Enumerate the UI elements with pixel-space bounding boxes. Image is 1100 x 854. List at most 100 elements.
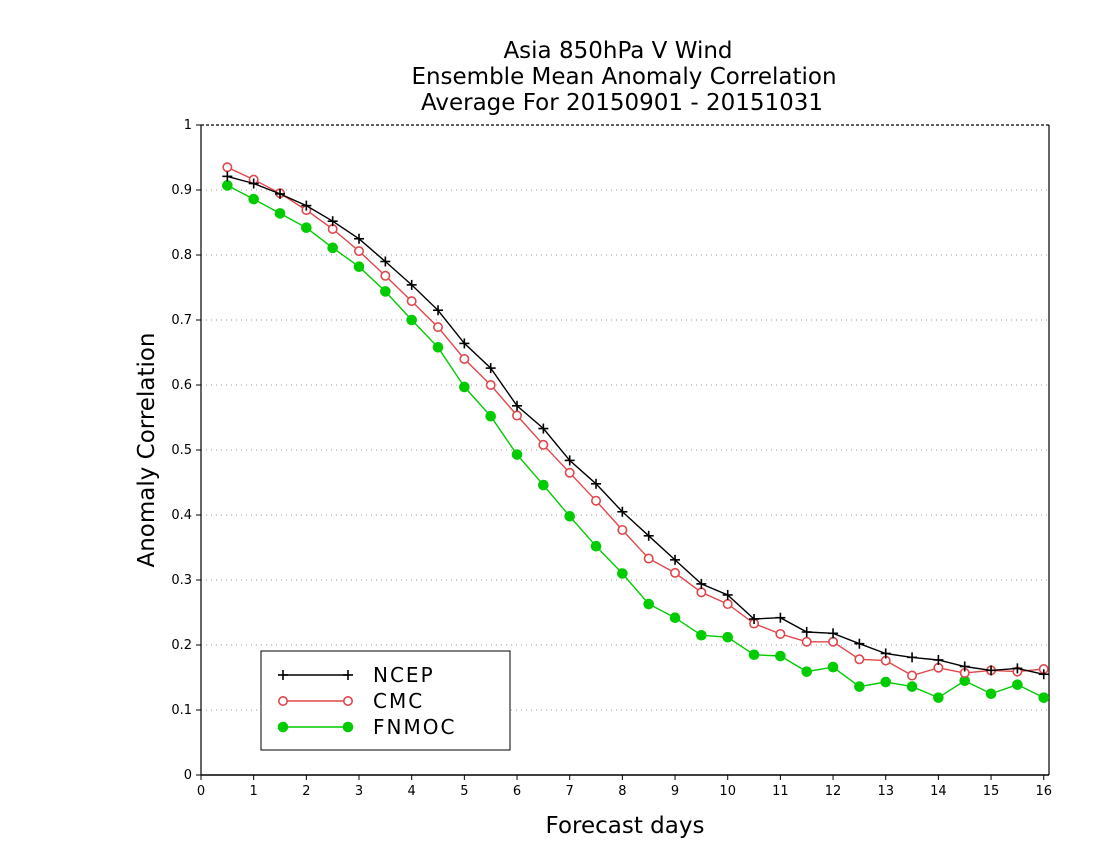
y-tick-label: 0 <box>184 768 192 783</box>
data-point-fnmoc <box>985 688 997 700</box>
data-point-ncep <box>433 305 444 316</box>
data-point-fnmoc <box>380 286 391 297</box>
x-tick-label: 11 <box>772 784 789 799</box>
data-point-fnmoc <box>827 661 839 673</box>
data-point-ncep <box>959 661 970 672</box>
data-point-ncep <box>617 506 628 517</box>
data-point-fnmoc <box>775 650 786 662</box>
data-point-fnmoc <box>406 314 417 326</box>
x-tick-label: 2 <box>302 784 310 799</box>
x-tick-label: 12 <box>825 784 842 799</box>
data-point-ncep <box>933 654 944 665</box>
legend-label-cmc: CMC <box>373 689 424 713</box>
x-tick-label: 0 <box>197 784 205 799</box>
x-tick-label: 10 <box>719 784 736 799</box>
x-tick-label: 4 <box>408 784 416 799</box>
data-point-ncep <box>354 233 365 244</box>
x-tick-label: 15 <box>983 784 1000 799</box>
y-tick-label: 0.5 <box>171 443 192 458</box>
data-point-cmc <box>222 162 233 173</box>
title-line-3: Average For 20150901 - 20151031 <box>421 90 823 116</box>
data-point-fnmoc <box>696 629 707 641</box>
legend-entry-fnmoc: FNMOC <box>277 715 456 739</box>
data-point-cmc <box>380 270 391 281</box>
data-point-ncep <box>380 256 391 267</box>
data-point-cmc <box>354 246 365 257</box>
series-line-fnmoc <box>226 184 1045 699</box>
data-point-ncep <box>880 648 891 659</box>
y-tick-label: 0.7 <box>171 313 192 328</box>
data-point-fnmoc <box>459 381 470 393</box>
chart-title: Asia 850hPa V Wind Ensemble Mean Anomaly… <box>411 38 836 116</box>
x-tick-label: 5 <box>460 784 468 799</box>
data-point-fnmoc <box>222 180 233 191</box>
x-tick-label: 13 <box>877 784 894 799</box>
data-point-cmc <box>643 553 654 564</box>
data-point-cmc <box>854 654 865 665</box>
legend-entry-ncep: NCEP <box>278 663 433 687</box>
data-point-ncep <box>749 614 760 624</box>
data-point-cmc <box>459 353 470 364</box>
y-tick-label: 0.2 <box>171 638 192 653</box>
data-point-cmc <box>564 467 575 478</box>
data-point-fnmoc <box>906 681 918 692</box>
data-point-ncep <box>1038 669 1049 680</box>
data-point-fnmoc <box>669 612 681 624</box>
series-lines <box>222 162 1050 703</box>
data-point-fnmoc <box>353 261 365 273</box>
data-point-cmc <box>801 636 812 647</box>
series-cmc <box>222 162 1049 681</box>
data-point-ncep <box>459 338 470 349</box>
data-point-fnmoc <box>327 242 338 254</box>
data-point-cmc <box>406 296 417 307</box>
series-fnmoc <box>222 180 1050 703</box>
data-point-fnmoc <box>1012 679 1023 690</box>
data-point-cmc <box>617 524 628 535</box>
series-ncep <box>222 171 1049 680</box>
data-point-fnmoc <box>801 666 813 677</box>
x-tick-label: 3 <box>355 784 363 799</box>
legend-marker-cmc <box>277 695 288 706</box>
legend-marker-cmc <box>342 695 353 706</box>
data-point-cmc <box>433 322 444 333</box>
data-point-ncep <box>775 612 786 623</box>
data-point-fnmoc <box>248 193 259 205</box>
y-tick-label: 0.4 <box>171 508 192 523</box>
data-point-cmc <box>907 670 918 681</box>
data-point-fnmoc <box>432 342 444 353</box>
data-point-ncep <box>722 589 733 600</box>
y-axis-label: Anomaly Correlation <box>134 332 160 567</box>
legend-marker-ncep <box>343 670 353 680</box>
x-axis-label: Forecast days <box>546 813 705 839</box>
data-point-ncep <box>643 530 654 541</box>
data-point-fnmoc <box>933 692 944 703</box>
y-tick-label: 0.8 <box>171 248 192 263</box>
series-line-cmc <box>227 166 1044 677</box>
x-tick-label: 16 <box>1035 784 1052 799</box>
data-point-cmc <box>512 410 523 421</box>
data-point-cmc <box>538 439 549 450</box>
data-point-cmc <box>591 495 602 506</box>
data-point-ncep <box>801 627 812 637</box>
data-point-cmc <box>828 636 839 647</box>
data-point-fnmoc <box>1038 692 1050 703</box>
data-point-ncep <box>485 363 496 374</box>
data-point-ncep <box>301 200 312 211</box>
data-point-fnmoc <box>643 598 655 610</box>
data-point-ncep <box>564 455 575 466</box>
data-point-ncep <box>275 188 286 199</box>
data-point-fnmoc <box>485 410 496 422</box>
data-point-ncep <box>696 578 707 589</box>
y-tick-label: 0.3 <box>171 573 192 588</box>
x-tick-label: 8 <box>618 784 626 799</box>
series-line-ncep <box>227 175 1044 675</box>
legend-label-fnmoc: FNMOC <box>373 715 456 739</box>
data-point-fnmoc <box>590 540 602 552</box>
data-point-fnmoc <box>538 479 549 491</box>
legend-marker-fnmoc <box>277 721 289 733</box>
data-point-fnmoc <box>617 568 628 579</box>
legend-marker-ncep <box>278 670 288 680</box>
data-point-ncep <box>907 652 918 663</box>
x-tick-label: 7 <box>566 784 574 799</box>
